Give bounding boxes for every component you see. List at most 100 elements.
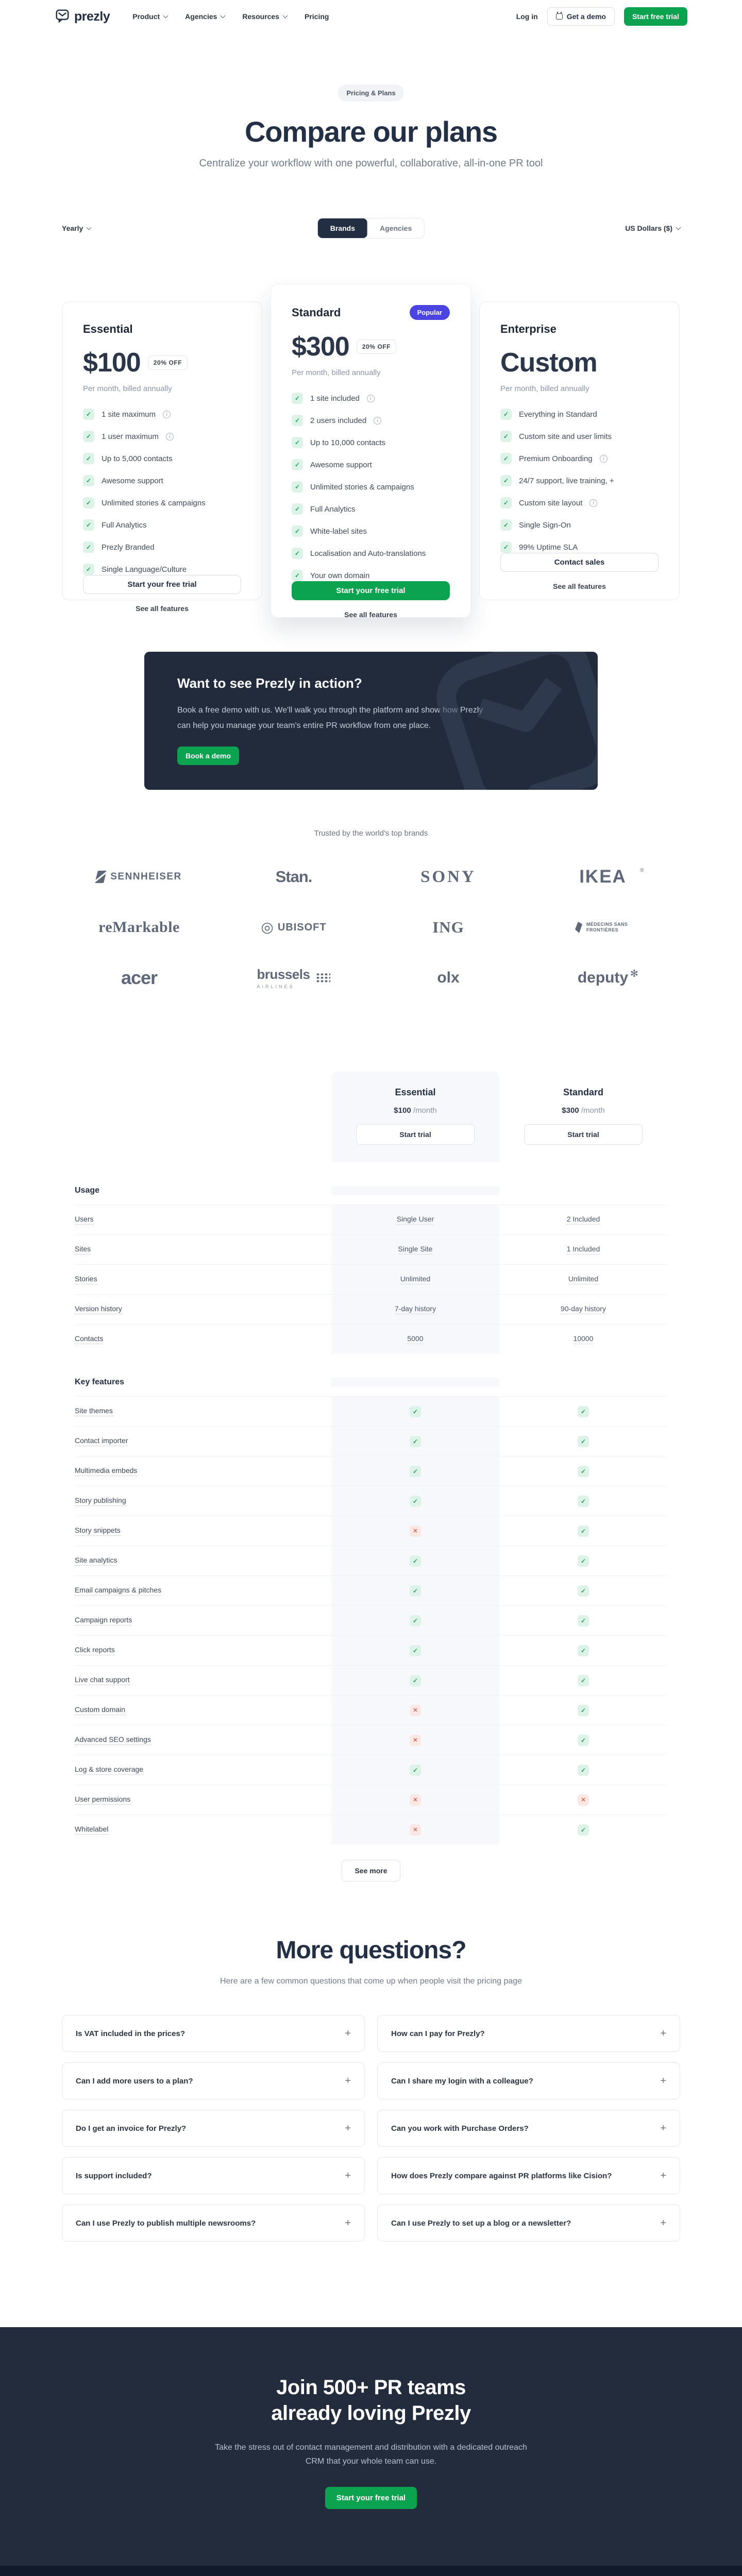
- audience-toggle-option[interactable]: Agencies: [367, 218, 425, 238]
- table-cell-essential: [331, 1785, 499, 1815]
- hero-section: Pricing & Plans Compare our plans Centra…: [62, 33, 680, 170]
- faq-item[interactable]: How can I pay for Prezly?: [377, 2015, 680, 2052]
- billing-cycle-dropdown[interactable]: Yearly: [62, 224, 92, 232]
- nav-item[interactable]: Pricing: [305, 12, 329, 21]
- brand-mark-icon: [316, 973, 331, 983]
- billing-period: Per month, billed annually: [500, 384, 589, 393]
- faq-item[interactable]: Is support included?: [62, 2157, 365, 2194]
- login-link[interactable]: Log in: [516, 12, 538, 21]
- start-free-trial-button[interactable]: Start free trial: [623, 7, 687, 26]
- brand-logo: SONY: [420, 867, 476, 886]
- plan-feature: 24/7 support, live training, +: [500, 475, 659, 486]
- logo-text: prezly: [74, 9, 110, 24]
- faq-item[interactable]: Can I use Prezly to set up a blog or a n…: [377, 2205, 680, 2242]
- plan-feature-list: Everything in Standard Custom site and u…: [500, 409, 659, 553]
- plan-feature: Custom site layout: [500, 497, 659, 509]
- site-header: prezly Product Agencies Resources Pricin…: [0, 0, 742, 33]
- table-row: Site themes: [75, 1396, 667, 1426]
- see-all-features-link[interactable]: See all features: [136, 604, 189, 613]
- table-cell-essential: [331, 1486, 499, 1516]
- plan-feature: Up to 5,000 contacts: [83, 453, 241, 464]
- plan-feature: White-label sites: [292, 526, 450, 537]
- faq-item[interactable]: Can I add more users to a plan?: [62, 2062, 365, 2099]
- currency-dropdown[interactable]: US Dollars ($): [625, 224, 681, 232]
- check-icon: [578, 1405, 589, 1417]
- table-cell-essential: [331, 1636, 499, 1665]
- see-all-features-link[interactable]: See all features: [553, 582, 606, 590]
- faq-item[interactable]: Can I share my login with a colleague?: [377, 2062, 680, 2099]
- table-cell-standard: Unlimited: [499, 1265, 667, 1294]
- table-row: Live chat support: [75, 1665, 667, 1695]
- table-row: Email campaigns & pitches: [75, 1575, 667, 1605]
- faq-item[interactable]: Can I use Prezly to publish multiple new…: [62, 2205, 365, 2242]
- prezly-logo[interactable]: prezly: [55, 8, 110, 25]
- check-icon: [410, 1435, 421, 1447]
- check-icon: [292, 415, 303, 426]
- get-demo-button[interactable]: Get a demo: [547, 7, 615, 26]
- check-icon: [83, 541, 94, 553]
- start-trial-button-standard[interactable]: Start trial: [524, 1124, 643, 1145]
- plan-feature: Your own domain: [292, 570, 450, 581]
- faq-item[interactable]: Can you work with Purchase Orders?: [377, 2110, 680, 2147]
- start-trial-button-essential[interactable]: Start trial: [356, 1124, 475, 1145]
- faq-column-right: How can I pay for Prezly? Can I share my…: [377, 2015, 680, 2242]
- info-icon: [374, 416, 382, 425]
- chevron-down-icon: [163, 13, 168, 19]
- demo-banner: Want to see Prezly in action? Book a fre…: [144, 652, 598, 790]
- plan-feature: Up to 10,000 contacts: [292, 437, 450, 448]
- table-cell-essential: [331, 1725, 499, 1755]
- brand-mark-icon: [95, 871, 107, 883]
- see-more-button[interactable]: See more: [342, 1860, 400, 1882]
- cross-icon: [410, 1734, 421, 1746]
- table-cell-standard: [499, 1397, 667, 1426]
- chevron-down-icon: [282, 13, 288, 19]
- check-icon: [410, 1764, 421, 1776]
- faq-item[interactable]: Is VAT included in the prices?: [62, 2015, 365, 2052]
- plan-cta-button[interactable]: Contact sales: [500, 553, 659, 572]
- brand-logo: UBISOFT: [216, 911, 371, 944]
- see-all-features-link[interactable]: See all features: [344, 611, 397, 619]
- plus-icon: [345, 2217, 351, 2229]
- brand-logo: deputy: [526, 961, 680, 994]
- table-cell-standard: 1 Included: [499, 1235, 667, 1264]
- nav-item[interactable]: Agencies: [185, 12, 226, 21]
- table-row: Whitelabel: [75, 1815, 667, 1844]
- comparison-table: Essential $100 /month Start trial Standa…: [0, 1072, 742, 1882]
- plus-icon: [345, 2028, 351, 2040]
- table-row: Version history 7-day history 90-day his…: [75, 1294, 667, 1324]
- cross-icon: [410, 1525, 421, 1537]
- book-demo-button[interactable]: Book a demo: [177, 747, 239, 766]
- check-icon: [500, 431, 512, 442]
- billing-period: Per month, billed annually: [292, 368, 381, 377]
- table-section-title: Key features: [75, 1378, 125, 1386]
- brand-mark-icon: [575, 922, 582, 933]
- table-cell-standard: 2 Included: [499, 1205, 667, 1234]
- cta-start-trial-button[interactable]: Start your free trial: [325, 2487, 417, 2510]
- faq-item[interactable]: How does Prezly compare against PR platf…: [377, 2157, 680, 2194]
- audience-toggle-option[interactable]: Brands: [317, 218, 367, 238]
- cta-body: Take the stress out of contact managemen…: [215, 2443, 527, 2466]
- plus-icon: [660, 2075, 666, 2087]
- table-cell-standard: [499, 1486, 667, 1516]
- info-icon: [165, 432, 174, 440]
- plus-icon: [660, 2170, 666, 2182]
- table-cell-standard: [499, 1576, 667, 1605]
- nav-item[interactable]: Product: [132, 12, 168, 21]
- plan-feature: 99% Uptime SLA: [500, 541, 659, 553]
- table-cell-standard: [499, 1456, 667, 1486]
- nav-item[interactable]: Resources: [242, 12, 288, 21]
- plan-cta-button[interactable]: Start your free trial: [83, 575, 241, 594]
- brand-mark-icon: [261, 920, 273, 935]
- plan-feature: Full Analytics: [83, 519, 241, 531]
- info-icon: [163, 410, 171, 418]
- table-cell-essential: [331, 1546, 499, 1575]
- check-icon: [410, 1674, 421, 1686]
- check-icon: [83, 453, 94, 464]
- plan-cta-button[interactable]: Start your free trial: [292, 581, 450, 600]
- plan-price: Custom: [500, 348, 598, 378]
- faq-item[interactable]: Do I get an invoice for Prezly?: [62, 2110, 365, 2147]
- chevron-down-icon: [220, 13, 226, 19]
- table-cell-essential: Single Site: [331, 1235, 499, 1264]
- check-icon: [83, 497, 94, 509]
- table-row: User permissions: [75, 1785, 667, 1815]
